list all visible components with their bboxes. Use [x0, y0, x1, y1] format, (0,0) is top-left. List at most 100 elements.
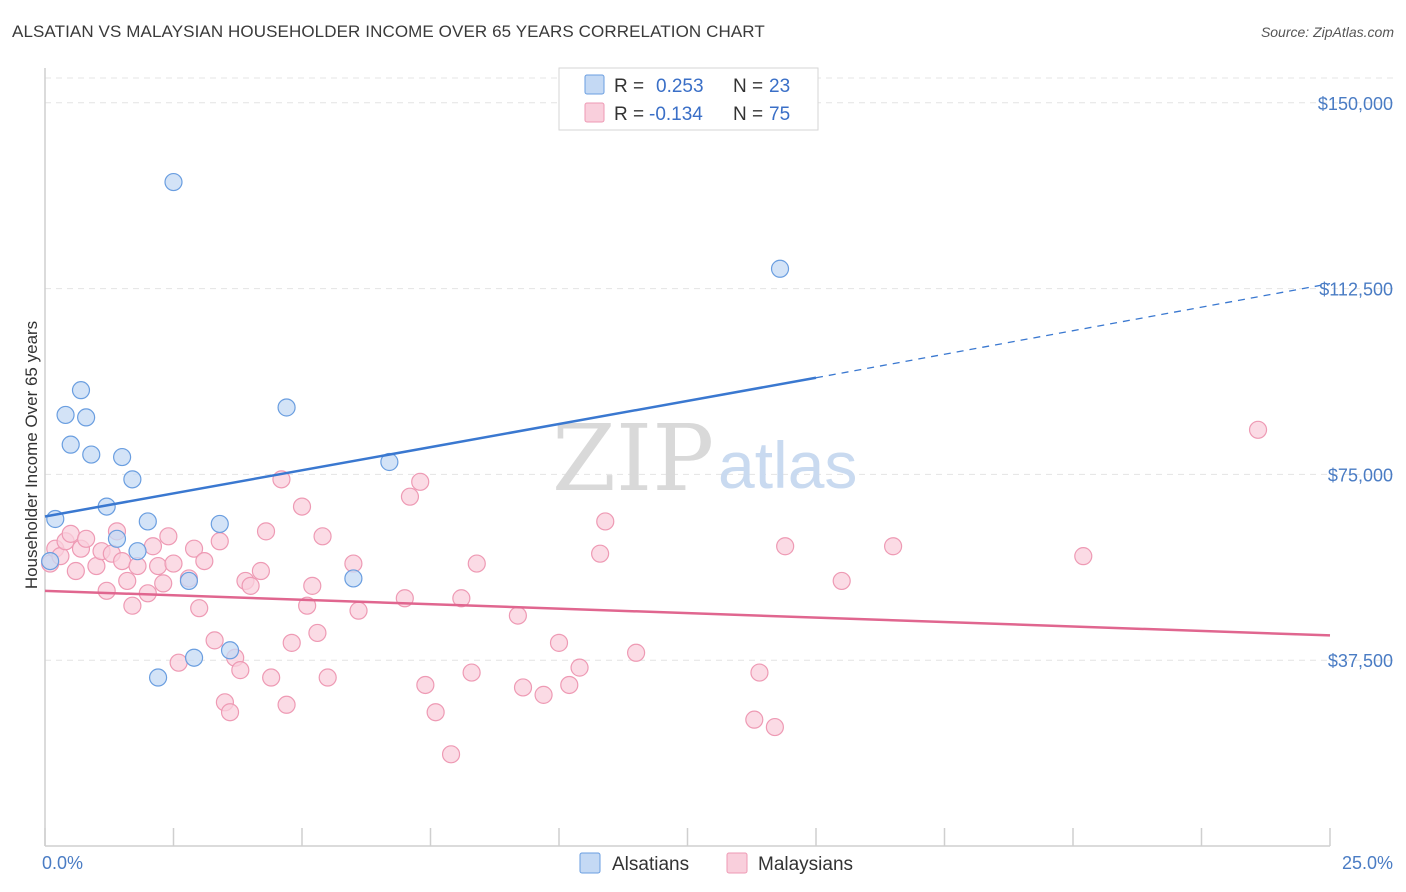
- y-axis-label: Householder Income Over 65 years: [22, 321, 41, 589]
- data-point-alsatians: [41, 551, 60, 571]
- y-tick-labels: $37,500 $75,000 $112,500 $150,000: [1318, 94, 1393, 671]
- data-point-malaysians: [169, 653, 188, 672]
- axes: [44, 68, 1331, 847]
- data-point-malaysians: [66, 561, 85, 581]
- legend-n-label: N =: [733, 76, 763, 97]
- legend-n-label: N =: [733, 104, 763, 125]
- y-tick-label: $75,000: [1328, 465, 1393, 485]
- data-point-malaysians: [832, 571, 851, 591]
- data-point-malaysians: [282, 633, 301, 652]
- data-point-malaysians: [750, 663, 769, 682]
- data-point-alsatians: [164, 172, 183, 192]
- legend-r-value: 0.253: [656, 76, 704, 97]
- series-legend-swatch-alsatians: [579, 852, 601, 874]
- x-tick-labels: 0.0% 25.0%: [42, 853, 1393, 873]
- data-point-malaysians: [231, 661, 250, 680]
- data-point-malaysians: [452, 589, 471, 608]
- data-point-malaysians: [591, 544, 610, 563]
- legend-n-value: 75: [769, 104, 790, 125]
- data-point-malaysians: [570, 658, 589, 677]
- trend-line-malaysians: [44, 589, 1331, 637]
- data-point-malaysians: [1248, 420, 1268, 439]
- data-point-alsatians: [148, 668, 168, 687]
- data-point-alsatians: [56, 405, 75, 425]
- data-point-malaysians: [400, 487, 420, 506]
- data-point-malaysians: [123, 596, 142, 615]
- watermark: ZIP atlas: [552, 405, 857, 512]
- data-point-alsatians: [71, 381, 91, 400]
- data-point-alsatians: [344, 569, 363, 588]
- data-point-malaysians: [513, 678, 533, 697]
- data-point-malaysians: [626, 643, 646, 662]
- x-tick-label: 0.0%: [42, 853, 83, 873]
- data-point-alsatians: [61, 435, 80, 454]
- data-point-malaysians: [508, 606, 527, 625]
- data-point-malaysians: [184, 539, 204, 558]
- data-point-malaysians: [241, 576, 260, 595]
- data-point-alsatians: [77, 408, 96, 427]
- data-point-malaysians: [441, 745, 461, 764]
- y-tick-label: $112,500: [1319, 280, 1393, 300]
- data-point-malaysians: [262, 668, 281, 687]
- data-point-malaysians: [416, 675, 435, 695]
- data-point-malaysians: [164, 554, 183, 573]
- watermark-zip: ZIP: [552, 405, 714, 512]
- data-point-alsatians: [179, 571, 199, 591]
- y-tick-label: $37,500: [1328, 651, 1393, 671]
- data-point-malaysians: [349, 601, 368, 620]
- series-legend-label-alsatians: Alsatians: [612, 854, 689, 875]
- data-point-alsatians: [220, 641, 240, 660]
- data-point-malaysians: [298, 596, 317, 615]
- series-legend-swatch-malaysians: [726, 852, 748, 874]
- chart-title: ALSATIAN VS MALAYSIAN HOUSEHOLDER INCOME…: [12, 22, 765, 41]
- data-point-alsatians: [210, 514, 229, 534]
- data-point-malaysians: [220, 703, 240, 722]
- legend-r-label: R =: [614, 76, 644, 97]
- data-point-alsatians: [112, 447, 132, 467]
- data-point-malaysians: [596, 512, 615, 531]
- data-point-malaysians: [154, 574, 173, 593]
- data-point-malaysians: [277, 695, 296, 714]
- data-point-malaysians: [426, 703, 445, 722]
- data-point-malaysians: [97, 581, 116, 600]
- data-point-malaysians: [292, 497, 312, 516]
- data-point-alsatians: [138, 512, 157, 531]
- legend-n-value: 23: [769, 76, 790, 97]
- data-points: [41, 172, 1268, 764]
- data-point-malaysians: [303, 576, 322, 595]
- data-point-malaysians: [205, 631, 224, 650]
- data-point-alsatians: [184, 648, 204, 667]
- x-tick-label: 25.0%: [1342, 853, 1393, 873]
- stats-legend: R = 0.253 N = 23 R = -0.134 N = 75: [558, 67, 819, 131]
- data-point-malaysians: [190, 599, 209, 618]
- data-point-malaysians: [765, 717, 784, 737]
- data-point-alsatians: [770, 259, 790, 278]
- data-point-alsatians: [277, 398, 296, 417]
- trend-lines: [44, 282, 1331, 637]
- data-point-malaysians: [256, 522, 276, 541]
- chart-source: Source: ZipAtlas.com: [1260, 24, 1394, 40]
- data-point-malaysians: [1074, 547, 1093, 566]
- trend-line-alsatians: [44, 376, 817, 518]
- data-point-alsatians: [123, 470, 142, 489]
- trend-line-extension-alsatians: [815, 282, 1331, 379]
- data-point-malaysians: [549, 633, 569, 652]
- data-point-malaysians: [118, 571, 137, 591]
- data-point-malaysians: [61, 524, 80, 543]
- data-point-malaysians: [462, 663, 481, 682]
- legend-swatch-malaysians: [584, 102, 605, 123]
- watermark-atlas: atlas: [718, 428, 857, 502]
- legend-r-value: -0.134: [649, 104, 703, 125]
- series-legend-label-malaysians: Malaysians: [758, 854, 853, 875]
- data-point-malaysians: [210, 532, 229, 551]
- data-point-malaysians: [318, 668, 337, 687]
- data-point-malaysians: [308, 623, 327, 643]
- data-point-malaysians: [776, 537, 795, 556]
- data-point-malaysians: [467, 554, 486, 573]
- data-point-malaysians: [745, 710, 764, 729]
- data-point-malaysians: [159, 527, 178, 546]
- legend-r-label: R =: [614, 104, 644, 125]
- data-point-alsatians: [107, 529, 127, 548]
- data-point-alsatians: [82, 445, 101, 464]
